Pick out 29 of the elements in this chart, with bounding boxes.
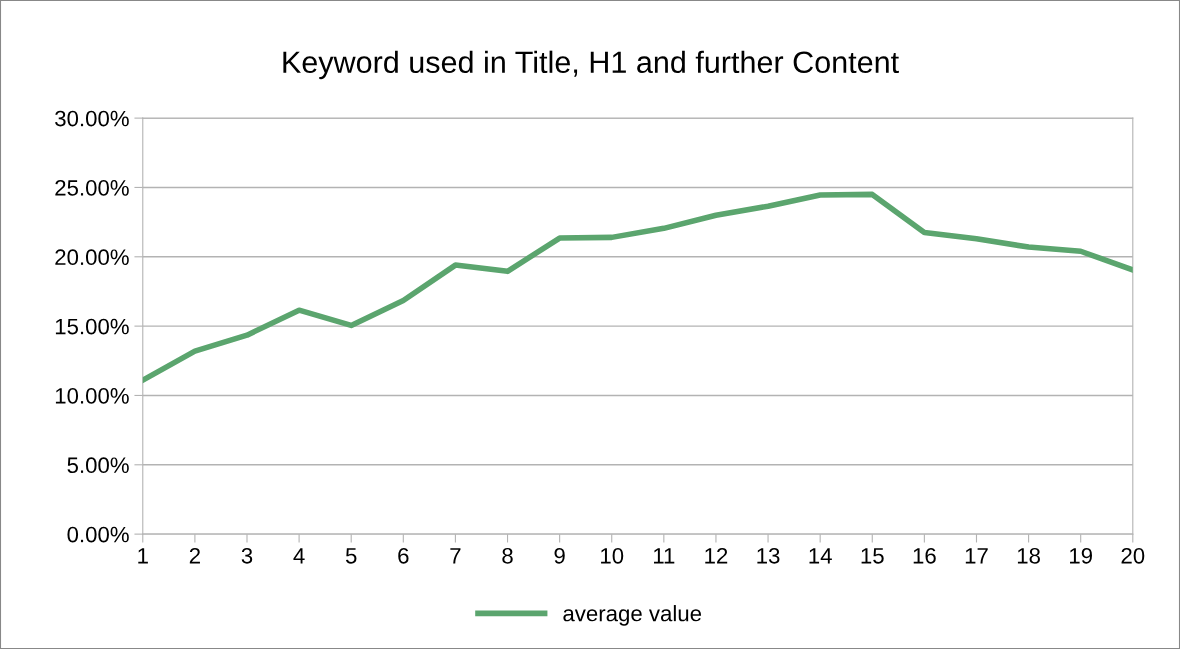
x-tick-label: 2 (189, 547, 200, 564)
x-tick-label: 6 (398, 547, 409, 564)
y-tick-label: 30.00% (55, 110, 129, 127)
x-tick-label: 1 (138, 548, 148, 564)
x-tick-label: 19 (1070, 547, 1092, 564)
x-tick-label: 13 (757, 547, 780, 564)
x-tick-label: 15 (861, 548, 884, 564)
x-tick-label: 11 (654, 548, 675, 564)
y-tick-label: 25.00% (55, 179, 129, 196)
legend-label: average value (563, 605, 702, 626)
x-tick-label: 12 (705, 547, 728, 564)
chart-title: Keyword used in Title, H1 and further Content (283, 50, 899, 80)
x-tick-label: 10 (601, 547, 624, 564)
x-tick-label: 14 (809, 548, 832, 564)
x-tick-label: 20 (1121, 547, 1145, 564)
x-tick-label: 3 (241, 547, 253, 564)
y-tick-label: 0.00% (67, 526, 129, 543)
x-tick-label: 18 (1017, 547, 1040, 564)
x-tick-label: 16 (913, 547, 936, 564)
x-tick-label: 9 (554, 547, 565, 564)
y-tick-label: 10.00% (55, 387, 129, 404)
y-tick-label: 15.00% (55, 318, 129, 335)
x-tick-label: 4 (293, 548, 305, 564)
y-tick-label: 20.00% (55, 249, 129, 266)
x-tick-label: 17 (965, 548, 988, 564)
y-tick-label: 5.00% (67, 457, 129, 474)
x-tick-label: 5 (345, 548, 357, 564)
x-tick-label: 7 (450, 548, 461, 564)
x-tick-label: 8 (502, 547, 513, 564)
